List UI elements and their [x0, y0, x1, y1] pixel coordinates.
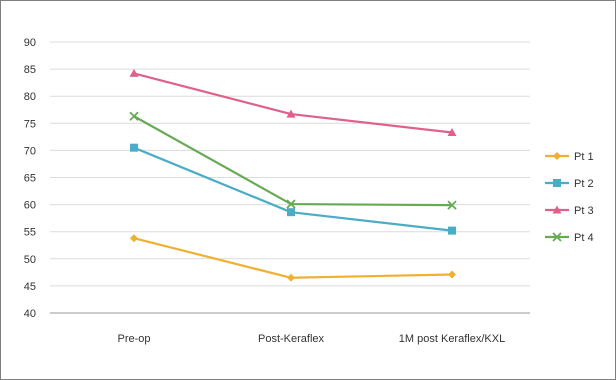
data-point: [287, 273, 295, 282]
series-pt-3: [129, 68, 457, 137]
legend-marker: [553, 179, 561, 187]
legend-label: Pt 2: [574, 178, 594, 190]
y-tick-label: 55: [24, 227, 36, 239]
data-point: [129, 111, 139, 121]
legend-marker: [552, 232, 562, 242]
series-pt-2: [130, 143, 456, 235]
x-tick-label: 1M post Keraflex/KXL: [399, 333, 505, 345]
legend-item-pt-4[interactable]: Pt 4: [545, 232, 594, 244]
legend-item-pt-2[interactable]: Pt 2: [545, 178, 594, 190]
y-tick-label: 85: [24, 64, 36, 76]
legend-marker: [552, 205, 562, 214]
data-point: [447, 128, 457, 137]
data-point: [286, 109, 296, 118]
data-point: [129, 68, 139, 77]
y-axis: 40 45 50 55 60 65 70 75 80 85 90: [24, 37, 36, 320]
series-pt-4: [129, 111, 457, 210]
y-tick-label: 50: [24, 254, 36, 266]
data-point: [286, 199, 296, 209]
y-tick-label: 70: [24, 145, 36, 157]
x-tick-label: Pre-op: [117, 333, 150, 345]
legend-label: Pt 1: [574, 151, 594, 163]
legend-label: Pt 4: [574, 232, 594, 244]
data-point: [447, 200, 457, 210]
data-point: [448, 226, 456, 235]
legend-label: Pt 3: [574, 205, 594, 217]
legend-marker: [553, 152, 561, 160]
y-tick-label: 90: [24, 37, 36, 49]
series-layer: [129, 68, 457, 282]
x-tick-label: Post-Keraflex: [258, 333, 325, 345]
y-tick-label: 75: [24, 118, 36, 130]
y-tick-label: 45: [24, 281, 36, 293]
series-line: [133, 115, 453, 207]
series-line: [133, 237, 453, 279]
legend[interactable]: Pt 1 Pt 2 Pt 3 Pt 4: [545, 151, 594, 244]
series-pt-1: [130, 234, 456, 282]
x-axis: Pre-op Post-Keraflex 1M post Keraflex/KXL: [117, 333, 505, 345]
data-point: [130, 234, 138, 243]
y-tick-label: 80: [24, 91, 36, 103]
data-point: [287, 208, 295, 217]
legend-item-pt-1[interactable]: Pt 1: [545, 151, 594, 163]
data-point: [130, 143, 138, 152]
y-tick-label: 65: [24, 173, 36, 185]
y-tick-label: 40: [24, 308, 36, 320]
data-point: [448, 270, 456, 279]
gridlines: [50, 41, 530, 314]
y-tick-label: 60: [24, 200, 36, 212]
series-line: [133, 146, 453, 232]
legend-item-pt-3[interactable]: Pt 3: [545, 205, 594, 217]
